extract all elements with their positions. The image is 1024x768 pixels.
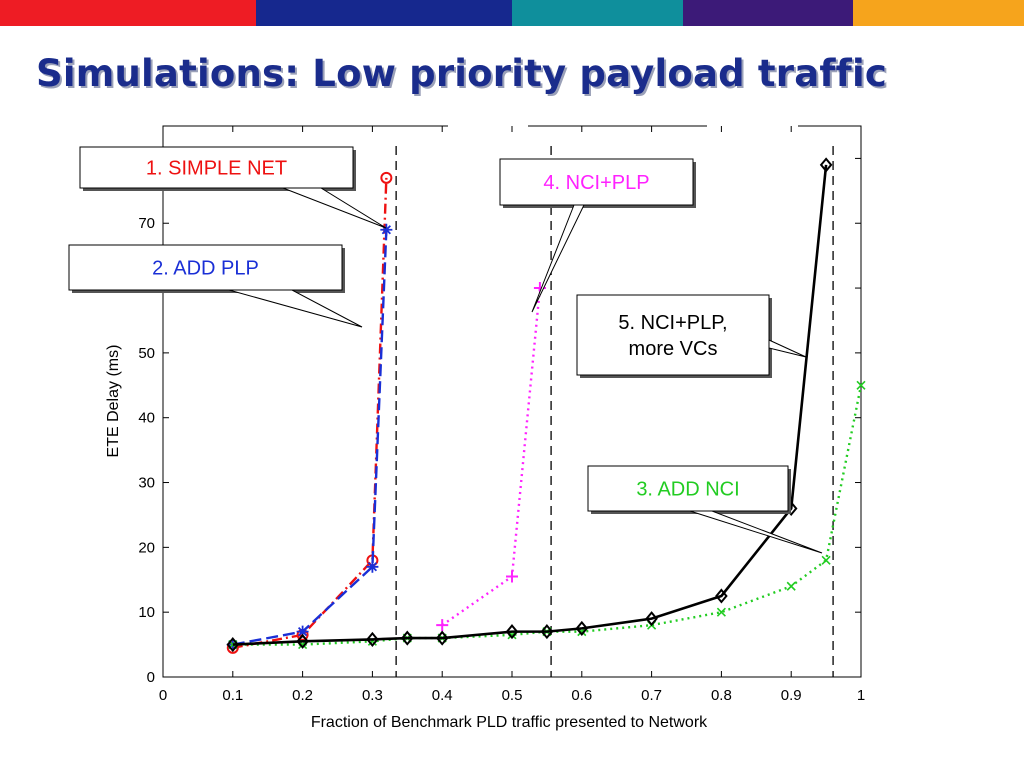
callout-pointer <box>282 187 387 229</box>
callout-box <box>79 146 354 189</box>
data-point <box>435 630 449 646</box>
x-axis-label: Fraction of Benchmark PLD traffic presen… <box>311 714 708 731</box>
y-tick-label: 0 <box>147 669 155 686</box>
color-bar-segment <box>0 0 256 26</box>
callout-label: 5. NCI+PLP, <box>618 312 727 334</box>
callouts: 1. SIMPLE NET 2. ADD PLP 4. NCI+PLP 5. NCI+… <box>68 146 823 554</box>
x-tick-label: 0.3 <box>362 687 383 704</box>
data-point <box>715 588 728 604</box>
callout: 5. NCI+PLP, more VCs <box>576 294 807 378</box>
data-point <box>380 171 393 184</box>
data-point <box>505 624 519 640</box>
frame-gap <box>448 124 528 128</box>
callout-label: more VCs <box>629 338 718 360</box>
data-point <box>506 570 518 583</box>
callout: 1. SIMPLE NET <box>79 146 387 229</box>
color-bar-segment <box>256 0 512 26</box>
y-tick-label: 70 <box>138 215 155 232</box>
y-tick-label: 30 <box>138 475 155 492</box>
callout-box <box>587 465 789 512</box>
reference-lines <box>395 146 834 677</box>
x-tick-label: 0.2 <box>292 687 313 704</box>
callout: 2. ADD PLP <box>68 244 363 328</box>
x-tick-label: 0.8 <box>711 687 732 704</box>
data-point <box>716 607 726 617</box>
x-tick-label: 0.9 <box>781 687 802 704</box>
data-point <box>366 560 379 573</box>
data-point <box>226 637 240 653</box>
color-bar <box>0 0 1024 26</box>
callout-pointer <box>689 510 823 554</box>
callout-pointer <box>531 204 585 313</box>
data-point <box>786 581 796 591</box>
x-tick-label: 0.7 <box>641 687 662 704</box>
callout-pointer <box>228 289 363 328</box>
data-point <box>380 223 393 236</box>
callout: 3. ADD NCI <box>587 465 823 554</box>
slide-title: Simulations: Low priority payload traffi… <box>36 52 887 95</box>
callout-pointer <box>768 339 807 358</box>
data-point <box>819 157 833 173</box>
series-line <box>232 229 388 646</box>
callout-box <box>576 294 770 376</box>
x-tick-label: 0.1 <box>222 687 243 704</box>
x-tick-label: 1 <box>857 687 865 704</box>
data-point <box>400 630 414 646</box>
data-point <box>821 555 831 565</box>
y-tick-label: 10 <box>138 604 155 621</box>
series-line <box>232 164 828 646</box>
data-point <box>575 620 589 636</box>
series-5 <box>226 157 833 653</box>
color-bar-segment <box>683 0 853 26</box>
data-point <box>296 633 309 649</box>
data-point <box>645 611 658 627</box>
x-tick-label: 0.5 <box>502 687 523 704</box>
y-axis-label: ETE Delay (ms) <box>105 345 122 458</box>
plot-area <box>162 125 862 678</box>
data-point <box>540 624 554 640</box>
y-tick-label: 40 <box>138 410 155 427</box>
series <box>226 157 866 654</box>
x-tick-label: 0 <box>159 687 167 704</box>
callout-box <box>68 244 343 291</box>
data-point <box>296 625 309 638</box>
x-tick-label: 0.6 <box>571 687 592 704</box>
color-bar-segment <box>512 0 683 26</box>
data-point <box>436 619 449 632</box>
frame-gap <box>707 124 798 128</box>
data-point <box>366 631 379 647</box>
callout-label: 2. ADD PLP <box>152 258 259 280</box>
callout-label: 3. ADD NCI <box>636 479 739 501</box>
data-point <box>856 380 866 390</box>
callout-label: 1. SIMPLE NET <box>146 158 287 180</box>
x-tick-label: 0.4 <box>432 687 453 704</box>
y-tick-label: 50 <box>138 345 155 362</box>
callout: 4. NCI+PLP <box>499 158 696 313</box>
callout-label: 4. NCI+PLP <box>543 172 649 194</box>
callout-box <box>499 158 694 206</box>
y-tick-label: 20 <box>138 539 155 556</box>
color-bar-segment <box>853 0 1024 26</box>
